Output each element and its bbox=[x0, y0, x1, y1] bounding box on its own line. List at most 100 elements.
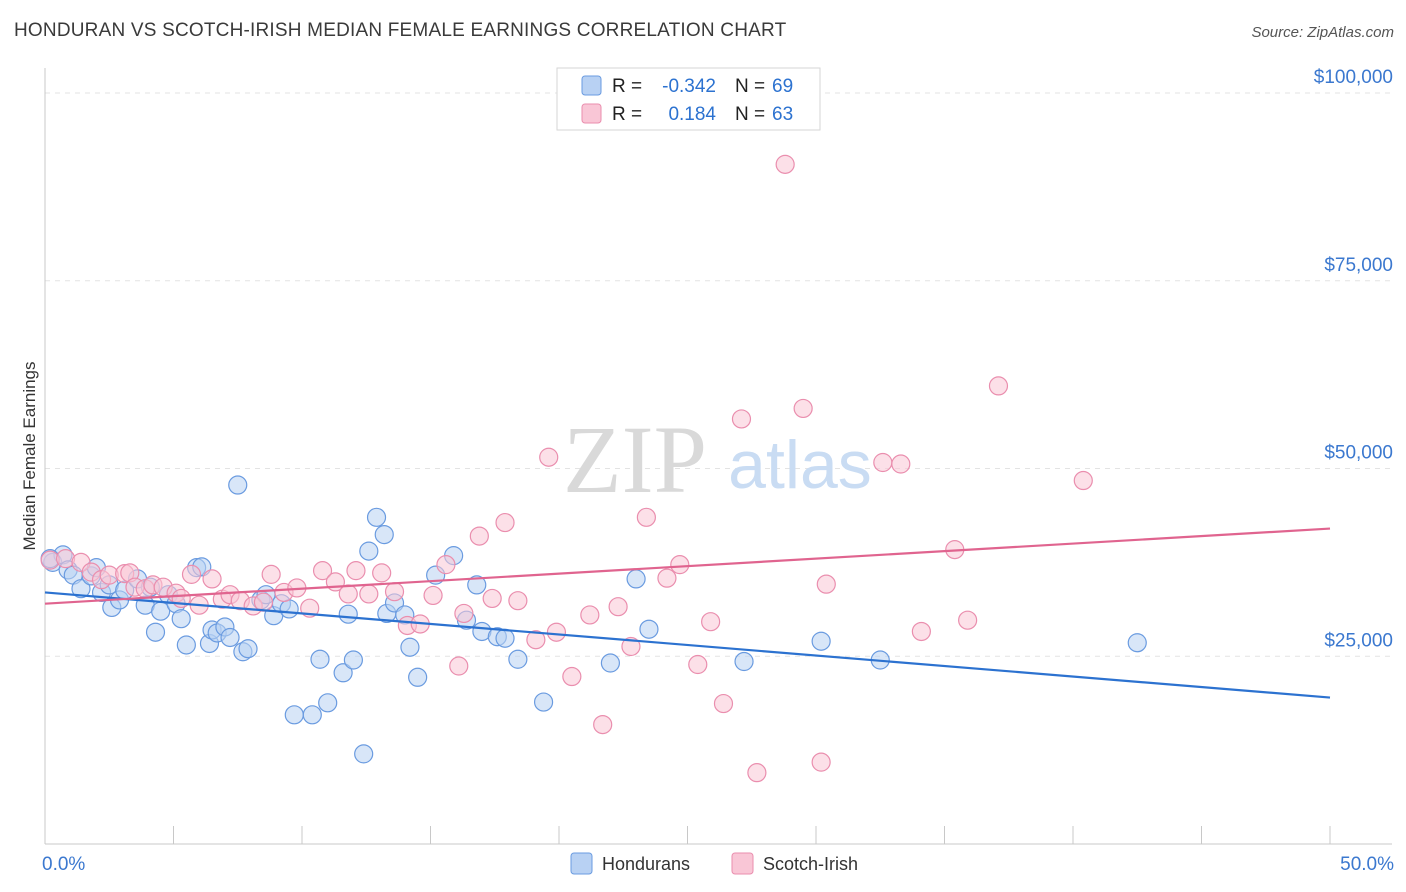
point-scotch-irish-65 bbox=[911, 621, 931, 642]
point-hondurans-28 bbox=[228, 475, 248, 495]
point-scotch-irish-52 bbox=[657, 568, 677, 588]
point-hondurans-30 bbox=[238, 639, 258, 659]
x-tick-label-0: 0.0% bbox=[42, 854, 85, 875]
stats-r-label-0: R = bbox=[612, 76, 642, 97]
point-scotch-irish-21 bbox=[253, 592, 274, 612]
point-scotch-irish-62 bbox=[816, 574, 836, 594]
point-scotch-irish-45 bbox=[546, 622, 567, 642]
y-tick-label-1: $50,000 bbox=[1324, 443, 1393, 464]
point-scotch-irish-39 bbox=[469, 526, 489, 546]
point-hondurans-46 bbox=[374, 524, 394, 545]
point-scotch-irish-30 bbox=[359, 584, 379, 604]
point-hondurans-37 bbox=[302, 705, 322, 725]
point-hondurans-35 bbox=[279, 599, 299, 619]
point-scotch-irish-14 bbox=[181, 564, 202, 584]
point-scotch-irish-41 bbox=[495, 512, 515, 533]
series-legend: Hondurans Scotch-Irish bbox=[570, 852, 858, 875]
point-hondurans-39 bbox=[318, 693, 338, 713]
legend-label-scotch-irish: Scotch-Irish bbox=[763, 854, 858, 874]
point-scotch-irish-49 bbox=[608, 597, 628, 617]
point-scotch-irish-60 bbox=[793, 398, 813, 419]
point-hondurans-67 bbox=[1127, 633, 1147, 653]
point-scotch-irish-53 bbox=[670, 555, 690, 575]
point-scotch-irish-64 bbox=[891, 454, 911, 474]
point-scotch-irish-28 bbox=[338, 584, 358, 604]
point-scotch-irish-38 bbox=[454, 603, 474, 624]
point-hondurans-20 bbox=[176, 635, 196, 655]
point-scotch-irish-42 bbox=[508, 591, 528, 611]
y-tick-label-3: $100,000 bbox=[1314, 67, 1393, 88]
point-hondurans-41 bbox=[338, 604, 358, 624]
point-scotch-irish-54 bbox=[688, 654, 708, 675]
trend-line-hondurans bbox=[44, 591, 1331, 699]
point-scotch-irish-48 bbox=[593, 714, 613, 735]
x-tick-label-1: 50.0% bbox=[1340, 854, 1394, 875]
point-hondurans-44 bbox=[359, 541, 379, 561]
point-scotch-irish-31 bbox=[372, 563, 392, 583]
stats-legend: R = -0.342 N = 69 R = 0.184 N = 63 bbox=[556, 67, 821, 131]
point-scotch-irish-58 bbox=[747, 763, 767, 783]
point-scotch-irish-29 bbox=[346, 561, 366, 581]
point-scotch-irish-36 bbox=[436, 555, 456, 575]
stats-n-value-1: 63 bbox=[772, 104, 793, 125]
point-hondurans-36 bbox=[284, 705, 304, 725]
point-hondurans-58 bbox=[495, 628, 515, 648]
point-scotch-irish-50 bbox=[621, 636, 641, 657]
stats-r-label-1: R = bbox=[612, 104, 642, 125]
point-scotch-irish-47 bbox=[580, 605, 600, 625]
point-hondurans-61 bbox=[600, 653, 621, 673]
point-scotch-irish-22 bbox=[261, 564, 281, 584]
point-scotch-irish-51 bbox=[636, 507, 656, 527]
trend-line-scotch-irish bbox=[44, 527, 1331, 605]
watermark: ZIP atlas bbox=[563, 406, 872, 513]
point-scotch-irish-67 bbox=[958, 610, 978, 630]
point-scotch-irish-40 bbox=[482, 588, 502, 609]
watermark-atlas: atlas bbox=[728, 427, 872, 503]
point-hondurans-51 bbox=[408, 667, 428, 687]
source-label: Source: ZipAtlas.com bbox=[1251, 24, 1394, 41]
stats-n-label-1: N = bbox=[735, 104, 765, 125]
tick-labels: $25,000 $50,000 $75,000 $100,000 0.0% 50.0% bbox=[42, 67, 1394, 875]
grid-lines bbox=[45, 92, 1392, 657]
point-scotch-irish-43 bbox=[526, 630, 546, 650]
point-scotch-irish-57 bbox=[731, 409, 752, 429]
stats-swatch-hondurans bbox=[581, 75, 602, 96]
point-hondurans-40 bbox=[333, 663, 353, 683]
point-scotch-irish-63 bbox=[873, 452, 893, 473]
point-scotch-irish-44 bbox=[539, 447, 559, 467]
point-scotch-irish-69 bbox=[1073, 470, 1093, 491]
point-scotch-irish-56 bbox=[713, 693, 734, 714]
legend-swatch-scotch-irish bbox=[731, 852, 754, 875]
stats-n-label-0: N = bbox=[735, 76, 765, 97]
stats-swatch-scotch-irish bbox=[581, 103, 602, 124]
watermark-zip: ZIP bbox=[563, 406, 707, 513]
stats-r-value-1: 0.184 bbox=[668, 104, 716, 125]
point-hondurans-64 bbox=[734, 651, 754, 672]
point-scotch-irish-26 bbox=[312, 561, 333, 581]
stats-n-value-0: 69 bbox=[772, 76, 793, 97]
point-scotch-irish-37 bbox=[449, 656, 469, 676]
point-scotch-irish-59 bbox=[775, 154, 795, 174]
y-tick-label-0: $25,000 bbox=[1324, 630, 1393, 651]
point-hondurans-62 bbox=[626, 569, 646, 589]
point-hondurans-27 bbox=[220, 627, 240, 648]
point-hondurans-45 bbox=[366, 507, 387, 527]
point-hondurans-43 bbox=[354, 744, 374, 764]
point-hondurans-59 bbox=[508, 649, 528, 669]
y-axis-label: Median Female Earnings bbox=[20, 362, 39, 551]
point-hondurans-63 bbox=[639, 619, 659, 639]
point-hondurans-42 bbox=[343, 650, 363, 670]
point-scotch-irish-55 bbox=[701, 612, 721, 632]
legend-swatch-hondurans bbox=[570, 852, 593, 875]
point-scotch-irish-46 bbox=[562, 666, 582, 687]
point-scotch-irish-35 bbox=[423, 585, 443, 606]
point-hondurans-19 bbox=[171, 609, 191, 629]
point-hondurans-65 bbox=[811, 631, 831, 651]
y-tick-label-2: $75,000 bbox=[1324, 255, 1393, 276]
trend-lines bbox=[44, 527, 1331, 699]
point-hondurans-4 bbox=[71, 579, 91, 599]
point-scotch-irish-68 bbox=[988, 376, 1009, 396]
point-hondurans-38 bbox=[310, 649, 330, 669]
point-scotch-irish-61 bbox=[811, 752, 831, 772]
